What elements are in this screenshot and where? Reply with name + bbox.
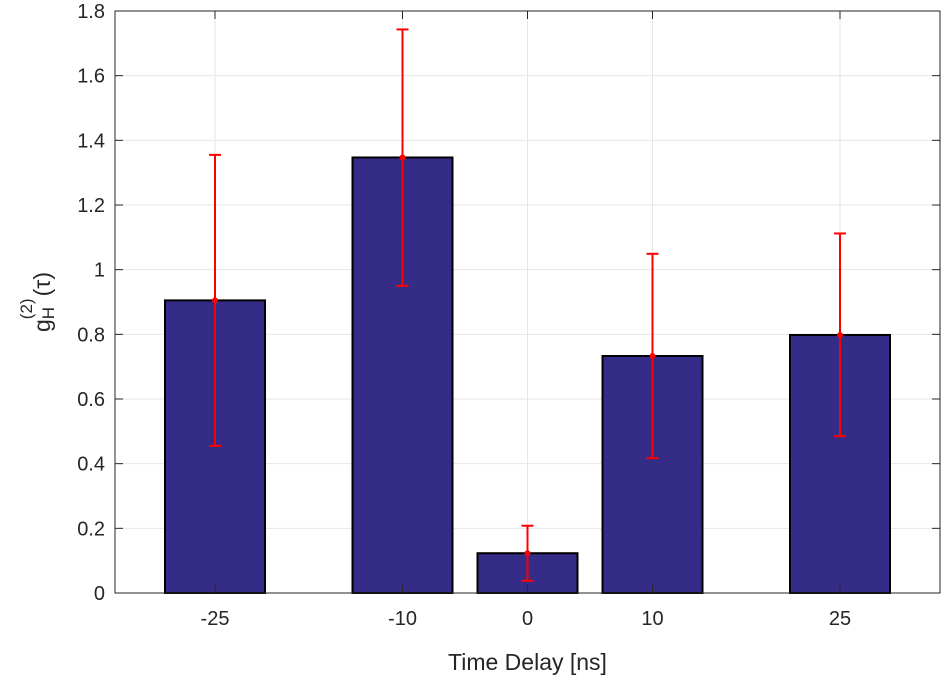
x-tick-label: -10 — [388, 608, 417, 630]
error-bar-marker — [399, 154, 406, 161]
x-tick-label: 0 — [522, 608, 533, 630]
y-tick-label: 0 — [94, 583, 105, 605]
y-tick-label: 1.6 — [77, 66, 105, 88]
y-axis-title-argument: (τ) — [29, 272, 55, 296]
x-tick-label: 25 — [829, 608, 851, 630]
error-bar-marker — [837, 331, 843, 338]
error-bars — [209, 28, 846, 582]
y-tick-label: 1 — [94, 260, 105, 282]
y-axis-title-base: g — [29, 319, 55, 332]
y-tick-label: 0.8 — [77, 324, 105, 346]
y-axis-title-superscript: (2) — [17, 298, 36, 319]
y-axis-title-subscript: H — [39, 307, 58, 319]
y-tick-label: 1.8 — [77, 1, 105, 23]
x-axis-title: Time Delay [ns] — [448, 649, 607, 675]
error-bar-marker — [649, 352, 656, 359]
y-tick-label: 0.4 — [77, 454, 105, 476]
axis-ticks: 0 0.2 0.4 0.6 0.8 1 1.2 1.4 1.6 1.8 -25 -10 0 10 25 — [77, 1, 940, 630]
y-tick-label: 1.4 — [77, 130, 105, 152]
x-tick-label: 10 — [641, 608, 663, 630]
y-axis-title: gH(2) (τ) — [17, 272, 58, 332]
y-tick-label: 0.6 — [77, 389, 105, 411]
error-bar-marker — [212, 297, 218, 304]
error-bar-marker — [524, 550, 531, 557]
y-tick-label: 0.2 — [77, 518, 105, 540]
x-tick-label: -25 — [201, 608, 230, 630]
y-tick-label: 1.2 — [77, 195, 105, 217]
